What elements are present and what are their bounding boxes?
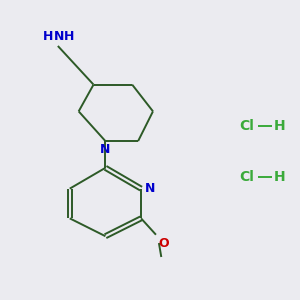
Text: Cl: Cl xyxy=(239,170,254,184)
Text: N: N xyxy=(54,30,64,43)
Text: O: O xyxy=(158,237,169,250)
Text: N: N xyxy=(145,182,155,195)
Text: H: H xyxy=(273,170,285,184)
Text: H: H xyxy=(43,30,53,43)
Text: H: H xyxy=(273,119,285,133)
Text: Cl: Cl xyxy=(239,119,254,133)
Text: N: N xyxy=(100,142,111,156)
Text: H: H xyxy=(64,30,74,43)
